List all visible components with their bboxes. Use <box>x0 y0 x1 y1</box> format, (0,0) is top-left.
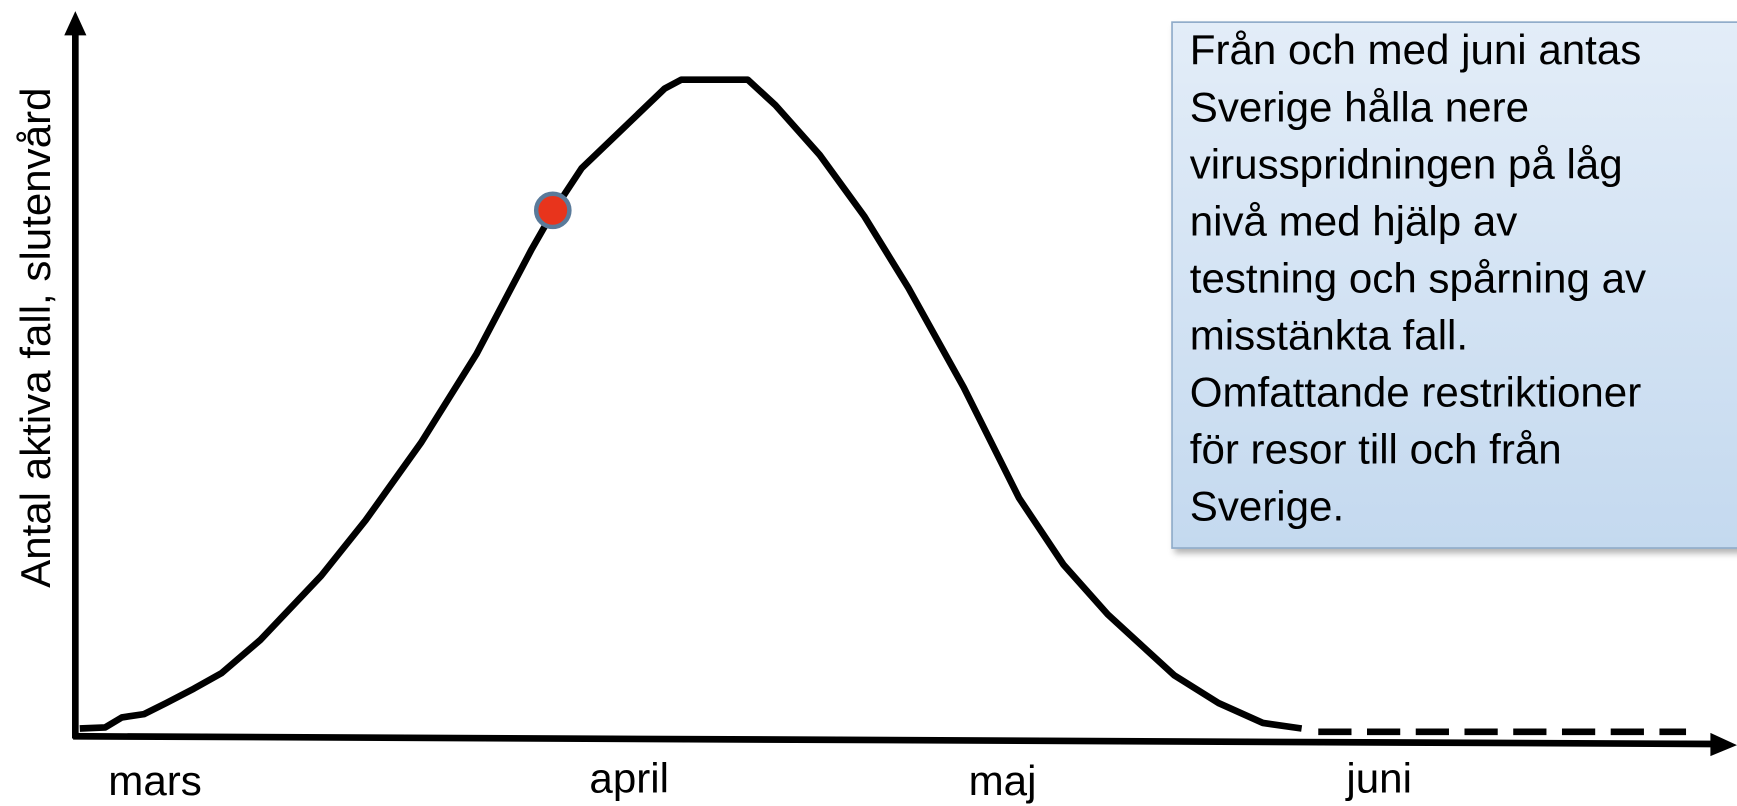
x-label: mars <box>108 757 202 804</box>
note-line: misstänkta fall. <box>1190 311 1468 358</box>
note-line: Sverige. <box>1190 482 1344 529</box>
note-line: Omfattande restriktioner <box>1190 368 1641 415</box>
note-line: Från och med juni antas <box>1190 26 1642 73</box>
note-line: nivå med hjälp av <box>1190 197 1518 244</box>
note-box <box>1171 21 1737 549</box>
note-line: Sverige hålla nere <box>1190 83 1529 130</box>
epidemic-curve <box>79 76 1303 732</box>
y-axis-arrow <box>64 11 87 36</box>
y-axis-label: Antal aktiva fall, slutenvård <box>12 87 59 587</box>
note-line: för resor till och från <box>1190 425 1562 472</box>
x-label: april <box>589 755 669 802</box>
x-axis <box>73 732 1715 748</box>
x-label: juni <box>1344 755 1412 802</box>
x-axis-arrow <box>1710 732 1737 757</box>
note-text: Från och med juni antas Sverige hålla ner… <box>1190 26 1646 529</box>
current-point <box>533 191 572 230</box>
note-line: virusspridningen på låg <box>1190 140 1623 187</box>
x-label: maj <box>969 757 1037 804</box>
note-line: testning och spårning av <box>1190 254 1646 301</box>
